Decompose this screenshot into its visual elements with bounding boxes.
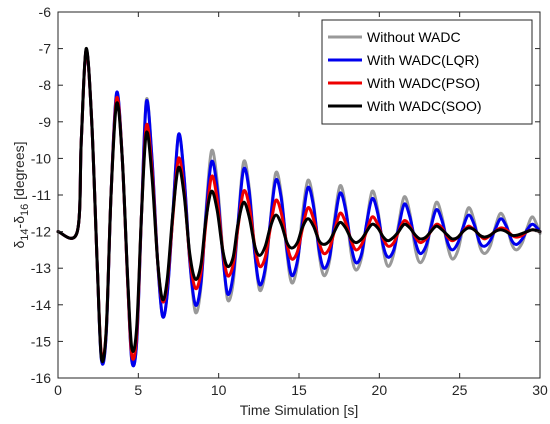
x-tick-label: 20 bbox=[372, 382, 388, 398]
legend-label: Without WADC bbox=[367, 29, 461, 45]
y-axis-label-subscript: 16 bbox=[19, 204, 31, 216]
x-tick-label: 5 bbox=[134, 382, 142, 398]
x-tick-label: 0 bbox=[54, 382, 62, 398]
series-layer bbox=[56, 47, 542, 368]
y-tick-label: -11 bbox=[32, 187, 51, 203]
y-tick-label: -13 bbox=[31, 260, 51, 276]
legend-label: With WADC(LQR) bbox=[367, 52, 479, 68]
x-axis-label: Time Simulation [s] bbox=[240, 402, 359, 418]
y-tick-label: -14 bbox=[31, 297, 51, 313]
x-tick-label: 25 bbox=[452, 382, 468, 398]
y-tick-label: -8 bbox=[39, 77, 52, 93]
x-tick-label: 30 bbox=[532, 382, 548, 398]
legend: Without WADC With WADC(LQR) With WADC(PSO)… bbox=[321, 19, 533, 125]
y-tick-label: -6 bbox=[39, 4, 52, 20]
y-tick-label: -9 bbox=[39, 114, 52, 130]
legend-label: With WADC(PSO) bbox=[367, 75, 480, 91]
legend-label: With WADC(SOO) bbox=[367, 98, 482, 114]
y-axis-label: δ14-δ16 [degrees] bbox=[11, 141, 31, 248]
y-axis-label-subscript: 14 bbox=[19, 228, 31, 240]
series-line-3 bbox=[56, 47, 542, 364]
tick-layer: 0 5 10 15 20 25 30 -16 -15 -14 -13 -12 -11 -10 -9 -8 -7 -… bbox=[31, 4, 548, 398]
y-tick-label: -7 bbox=[39, 41, 52, 57]
y-tick-label: -15 bbox=[31, 333, 51, 349]
x-tick-label: 15 bbox=[291, 382, 307, 398]
y-axis-label-part: -δ bbox=[11, 216, 27, 229]
y-tick-label: -10 bbox=[31, 150, 51, 166]
y-tick-label: -12 bbox=[31, 224, 51, 240]
y-axis-label-part: δ bbox=[11, 241, 27, 249]
x-tick-label: 10 bbox=[211, 382, 227, 398]
y-axis-label-part: [degrees] bbox=[11, 141, 27, 203]
y-tick-label: -16 bbox=[31, 370, 51, 386]
